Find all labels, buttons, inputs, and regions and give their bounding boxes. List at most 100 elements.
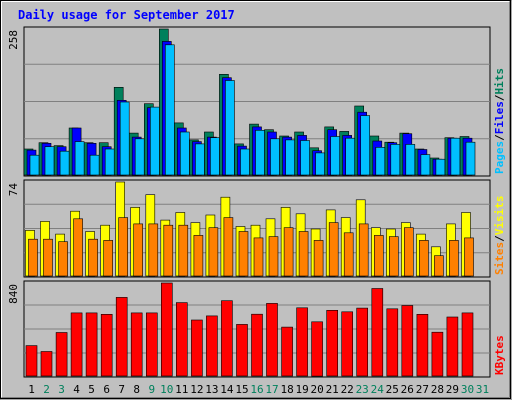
bar-kbytes-day-3 xyxy=(55,332,68,377)
bar-sites-day-30 xyxy=(464,237,474,277)
bar-pages-day-17 xyxy=(270,138,280,176)
bar-sites-day-28 xyxy=(434,255,444,277)
bar-sites-day-21 xyxy=(328,222,339,277)
legend-separator: / xyxy=(493,94,506,101)
bar-kbytes-day-23 xyxy=(356,307,369,377)
panels-layer: 258Pages/Files/Hits74Sites/Visits840KByt… xyxy=(7,26,506,378)
bar-kbytes-day-30 xyxy=(461,312,474,377)
x-tick-label-day-29: 29 xyxy=(446,383,459,396)
bar-kbytes-day-20 xyxy=(311,321,323,377)
bar-kbytes-day-24 xyxy=(371,288,384,377)
bar-kbytes-day-13 xyxy=(206,315,218,377)
x-tick-label-day-13: 13 xyxy=(205,383,218,396)
x-tick-label-day-6: 6 xyxy=(103,383,110,396)
panel-legend: Pages/Files/Hits xyxy=(493,68,506,174)
bar-sites-day-15 xyxy=(238,231,249,277)
bar-kbytes-day-7 xyxy=(115,297,128,377)
bar-pages-day-16 xyxy=(255,130,265,176)
bar-kbytes-day-17 xyxy=(266,303,278,377)
bar-kbytes-day-1 xyxy=(25,345,38,377)
panel-visits-sites: 74 Sites/Visits xyxy=(7,179,506,278)
x-tick-label-day-3: 3 xyxy=(58,383,65,396)
bar-pages-day-10 xyxy=(165,44,175,176)
series-kbytes xyxy=(25,282,474,377)
bar-pages-day-11 xyxy=(180,131,190,176)
bar-sites-day-24 xyxy=(373,235,384,277)
bar-sites-day-20 xyxy=(313,240,324,277)
panel-legend: Sites/Visits xyxy=(493,196,506,276)
x-tick-label-day-27: 27 xyxy=(416,383,429,396)
panel-legend: KBytes xyxy=(493,335,506,375)
bar-sites-day-11 xyxy=(178,224,189,277)
bar-pages-day-3 xyxy=(59,150,70,176)
bar-pages-day-13 xyxy=(210,137,220,176)
bar-kbytes-day-14 xyxy=(221,300,233,377)
bar-kbytes-day-11 xyxy=(176,302,188,377)
x-tick-label-day-22: 22 xyxy=(341,383,354,396)
bar-sites-day-5 xyxy=(88,238,98,277)
bar-pages-day-1 xyxy=(29,154,40,176)
panel-max-label: 840 xyxy=(7,284,20,304)
bar-pages-day-7 xyxy=(119,101,130,176)
bar-pages-day-20 xyxy=(315,152,325,176)
panel-max-label: 258 xyxy=(7,30,20,50)
bar-kbytes-day-15 xyxy=(236,324,248,377)
bar-sites-day-13 xyxy=(208,227,219,277)
bar-pages-day-19 xyxy=(300,140,310,176)
bar-pages-day-9 xyxy=(150,106,160,176)
bar-kbytes-day-8 xyxy=(130,312,143,377)
x-tick-label-day-9: 9 xyxy=(148,383,155,396)
bar-kbytes-day-27 xyxy=(416,313,429,377)
bar-kbytes-day-9 xyxy=(146,312,158,377)
bar-pages-day-23 xyxy=(360,115,371,176)
x-tick-label-day-10: 10 xyxy=(160,383,173,396)
x-tick-label-day-26: 26 xyxy=(401,383,414,396)
bar-pages-day-18 xyxy=(285,139,295,176)
bar-pages-day-5 xyxy=(89,154,100,176)
bar-pages-day-24 xyxy=(375,147,386,176)
bar-sites-day-22 xyxy=(343,232,354,277)
x-tick-label-day-14: 14 xyxy=(220,383,234,396)
bar-kbytes-day-6 xyxy=(100,313,113,377)
bar-sites-day-10 xyxy=(163,224,174,277)
legend-hits: Hits xyxy=(493,68,506,95)
bar-sites-day-29 xyxy=(449,240,459,277)
legend-sites: Sites xyxy=(493,242,506,275)
x-tick-label-day-21: 21 xyxy=(326,383,339,396)
x-axis-labels: 1 2 3 4 5 6 7 8 9 10 11 12 13 14 15 16 17 18 19 20 21 22 23 24 2… xyxy=(28,383,489,396)
x-tick-label-day-1: 1 xyxy=(28,383,35,396)
legend-visits: Visits xyxy=(493,196,506,236)
bar-sites-day-17 xyxy=(268,236,279,277)
bar-sites-day-26 xyxy=(403,227,414,277)
panel-kbytes: 840 KBytes xyxy=(7,280,506,378)
bar-sites-day-12 xyxy=(193,235,204,277)
x-tick-label-day-31: 31 xyxy=(476,383,489,396)
legend-separator: / xyxy=(493,134,506,141)
bar-sites-day-1 xyxy=(28,238,38,277)
bar-pages-day-29 xyxy=(450,137,461,176)
bar-pages-day-14 xyxy=(225,80,235,176)
bar-kbytes-day-16 xyxy=(251,313,263,377)
bar-pages-day-2 xyxy=(44,146,55,176)
bar-kbytes-day-10 xyxy=(161,282,173,377)
bar-sites-day-2 xyxy=(43,238,53,277)
bar-sites-day-16 xyxy=(253,237,264,277)
bar-sites-day-27 xyxy=(419,240,429,277)
bar-kbytes-day-4 xyxy=(70,312,83,377)
x-tick-label-day-4: 4 xyxy=(73,383,80,396)
x-tick-label-day-8: 8 xyxy=(133,383,140,396)
series-sites xyxy=(28,217,474,277)
legend-pages: Pages xyxy=(493,141,506,174)
x-tick-label-day-7: 7 xyxy=(118,383,125,396)
bar-pages-day-4 xyxy=(74,141,85,176)
bar-kbytes-day-29 xyxy=(446,316,459,377)
bar-pages-day-22 xyxy=(345,137,356,176)
x-tick-label-day-25: 25 xyxy=(386,383,399,396)
bar-pages-day-12 xyxy=(195,143,205,176)
legend-separator: / xyxy=(493,235,506,242)
legend-files: Files xyxy=(493,101,506,134)
chart-title: Daily usage for September 2017 xyxy=(18,8,235,22)
